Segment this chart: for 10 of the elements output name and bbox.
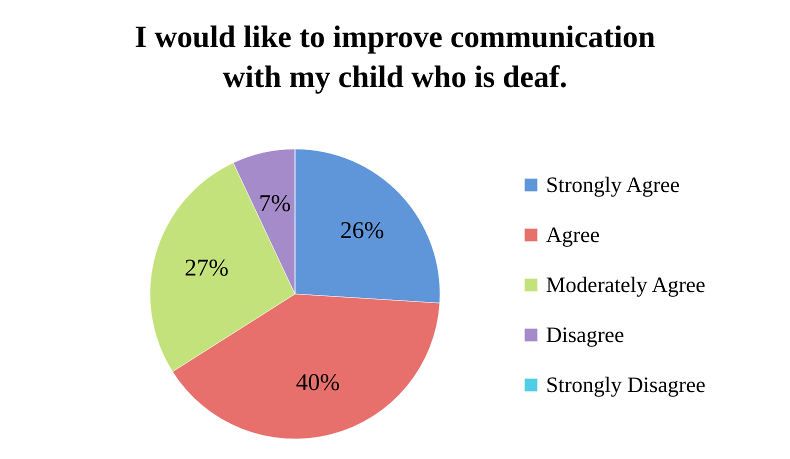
chart-title: I would like to improve communication with my child who is deaf. [134,19,656,94]
data-label: 7% [258,191,291,218]
legend-label: Disagree [546,322,624,347]
legend-label: Agree [546,222,600,247]
data-label: 26% [340,218,384,244]
legend-label: Strongly Disagree [546,372,706,397]
data-label: 27% [184,255,229,282]
legend-label: Moderately Agree [546,272,706,297]
data-label: 40% [296,370,340,396]
legend-label: Strongly Agree [546,172,680,197]
